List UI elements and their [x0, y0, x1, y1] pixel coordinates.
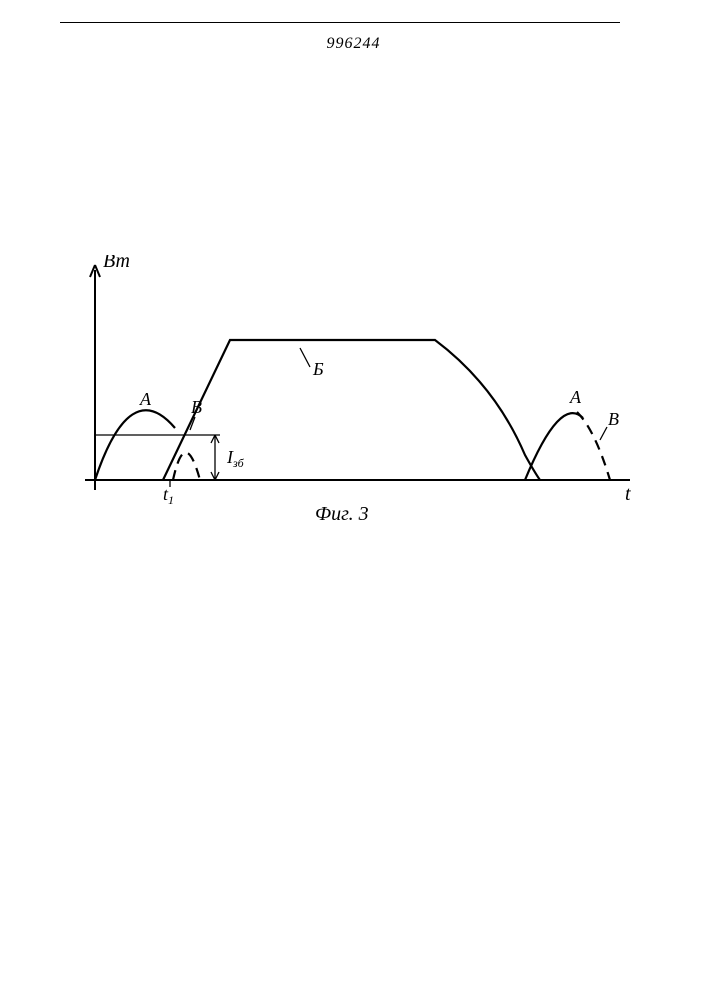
- top-rule: [60, 22, 620, 23]
- page: 996244: [0, 0, 707, 1000]
- figure-caption: Фиг. 3: [315, 503, 369, 525]
- curve-v-left: [173, 453, 200, 481]
- figure-svg: Вт t t1 Iзб А В Б А В Фиг. 3: [55, 255, 650, 555]
- curve-v-right: [577, 412, 610, 480]
- curve-b-main: [163, 340, 540, 480]
- leader-v-right: [600, 427, 607, 440]
- document-number: 996244: [0, 35, 707, 53]
- y-axis-label: Вт: [103, 255, 130, 272]
- label-v-left: В: [191, 397, 202, 417]
- label-a-left: А: [139, 389, 152, 409]
- label-a-right: А: [569, 387, 582, 407]
- label-v-right: В: [608, 409, 619, 429]
- curve-a-left: [95, 410, 175, 480]
- label-b-top: Б: [312, 359, 324, 379]
- leader-b-top: [300, 348, 310, 367]
- izb-label: Iзб: [226, 447, 245, 470]
- t1-label: t1: [163, 484, 174, 507]
- figure-3: Вт t t1 Iзб А В Б А В Фиг. 3: [55, 255, 650, 555]
- x-axis-label: t: [625, 483, 631, 505]
